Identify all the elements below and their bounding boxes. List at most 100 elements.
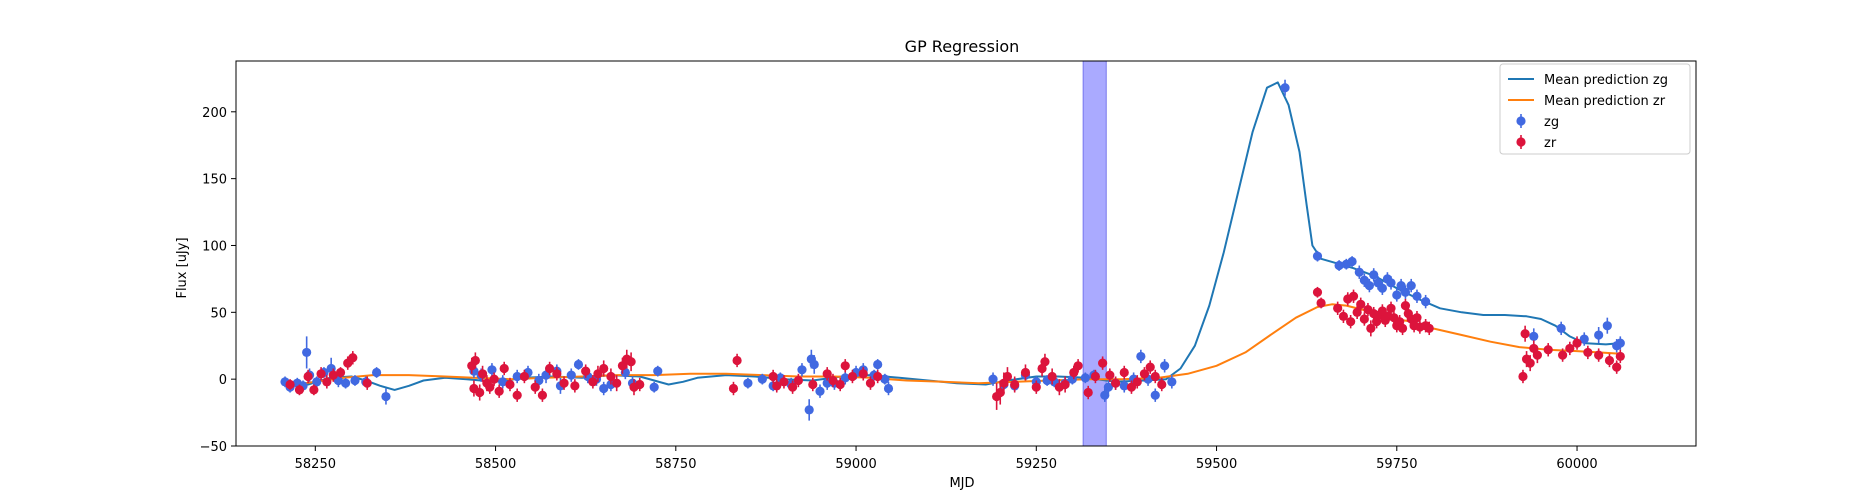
- data-point: [545, 363, 555, 374]
- data-point: [302, 347, 312, 358]
- data-point: [1594, 350, 1604, 360]
- data-point: [1145, 362, 1155, 372]
- data-point: [1316, 298, 1326, 308]
- data-point: [470, 355, 480, 366]
- data-point: [1157, 379, 1167, 390]
- y-tick-label: −50: [200, 440, 227, 455]
- data-point: [573, 359, 584, 370]
- data-point: [649, 382, 659, 392]
- data-point: [779, 377, 789, 387]
- x-tick-label: 58500: [475, 457, 516, 472]
- data-point: [294, 385, 305, 395]
- data-point: [499, 363, 509, 374]
- data-point: [316, 369, 326, 379]
- data-point: [1520, 329, 1530, 339]
- data-point: [348, 353, 358, 363]
- data-point: [1386, 278, 1396, 288]
- data-point: [840, 373, 850, 383]
- data-point: [350, 375, 360, 386]
- data-points-layer: [280, 79, 1625, 421]
- y-axis-title: Flux [uJy]: [175, 237, 190, 298]
- data-point: [312, 377, 322, 387]
- data-point: [1160, 361, 1170, 371]
- data-point: [599, 383, 609, 394]
- y-tick-label: 150: [202, 173, 227, 188]
- data-point: [847, 371, 858, 382]
- data-point: [512, 390, 522, 400]
- data-point: [1594, 330, 1604, 340]
- data-point: [757, 374, 767, 384]
- data-point: [1558, 350, 1568, 360]
- data-point: [612, 378, 622, 388]
- data-point: [793, 375, 803, 386]
- data-point: [322, 377, 332, 387]
- data-point: [1377, 306, 1387, 316]
- data-point: [1040, 357, 1050, 367]
- data-point: [617, 361, 628, 371]
- data-point: [1369, 270, 1379, 280]
- data-point: [566, 370, 576, 380]
- data-point: [635, 379, 645, 390]
- chart-title: GP Regression: [905, 37, 1020, 56]
- y-tick-label: 0: [219, 373, 227, 388]
- x-axis-title: MJD: [949, 476, 974, 491]
- x-tick-label: 59750: [1376, 457, 1417, 472]
- data-point: [537, 390, 548, 400]
- data-point: [1377, 283, 1387, 293]
- data-point: [768, 371, 778, 382]
- legend-point-swatch: [1516, 116, 1526, 126]
- data-point: [1346, 317, 1356, 327]
- data-point: [797, 365, 807, 375]
- data-point: [1103, 382, 1113, 392]
- data-point: [1412, 291, 1422, 301]
- data-point: [1119, 381, 1129, 391]
- data-point: [1139, 369, 1150, 379]
- data-point: [1615, 338, 1625, 348]
- data-point: [1602, 321, 1612, 331]
- data-point: [743, 378, 753, 388]
- data-point: [1098, 358, 1108, 368]
- data-point: [1334, 260, 1344, 271]
- data-point: [1132, 377, 1142, 387]
- data-point: [1352, 307, 1362, 317]
- data-point: [865, 378, 876, 388]
- data-point: [1406, 280, 1416, 291]
- data-point: [804, 405, 814, 415]
- data-point: [772, 381, 782, 391]
- data-point: [880, 374, 890, 384]
- data-point: [883, 383, 894, 394]
- data-point: [519, 371, 529, 382]
- data-point: [840, 361, 850, 371]
- data-point: [581, 366, 591, 376]
- legend-label: zr: [1544, 136, 1557, 151]
- data-point: [809, 359, 819, 370]
- data-point: [1312, 251, 1323, 261]
- data-point: [1392, 290, 1402, 300]
- data-point: [1396, 280, 1406, 291]
- data-point: [570, 381, 580, 391]
- data-point: [552, 369, 562, 379]
- data-point: [1002, 371, 1013, 382]
- data-point: [1083, 387, 1093, 398]
- data-point: [1090, 371, 1101, 382]
- data-point: [1119, 367, 1129, 378]
- data-point: [309, 385, 319, 395]
- data-point: [475, 387, 485, 398]
- x-tick-label: 58250: [295, 457, 336, 472]
- data-point: [1312, 287, 1323, 297]
- data-point: [1579, 334, 1589, 344]
- data-point: [494, 386, 504, 396]
- data-point: [588, 377, 598, 387]
- data-point: [1366, 323, 1376, 333]
- data-point: [1150, 390, 1160, 400]
- data-point: [1364, 280, 1374, 291]
- data-point: [1338, 311, 1349, 321]
- data-point: [1136, 351, 1146, 362]
- data-point: [1031, 382, 1041, 392]
- y-tick-label: 50: [210, 306, 227, 321]
- data-point: [788, 382, 798, 392]
- data-point: [487, 365, 497, 375]
- data-point: [728, 383, 739, 394]
- data-point: [1020, 367, 1031, 378]
- data-point: [808, 379, 818, 390]
